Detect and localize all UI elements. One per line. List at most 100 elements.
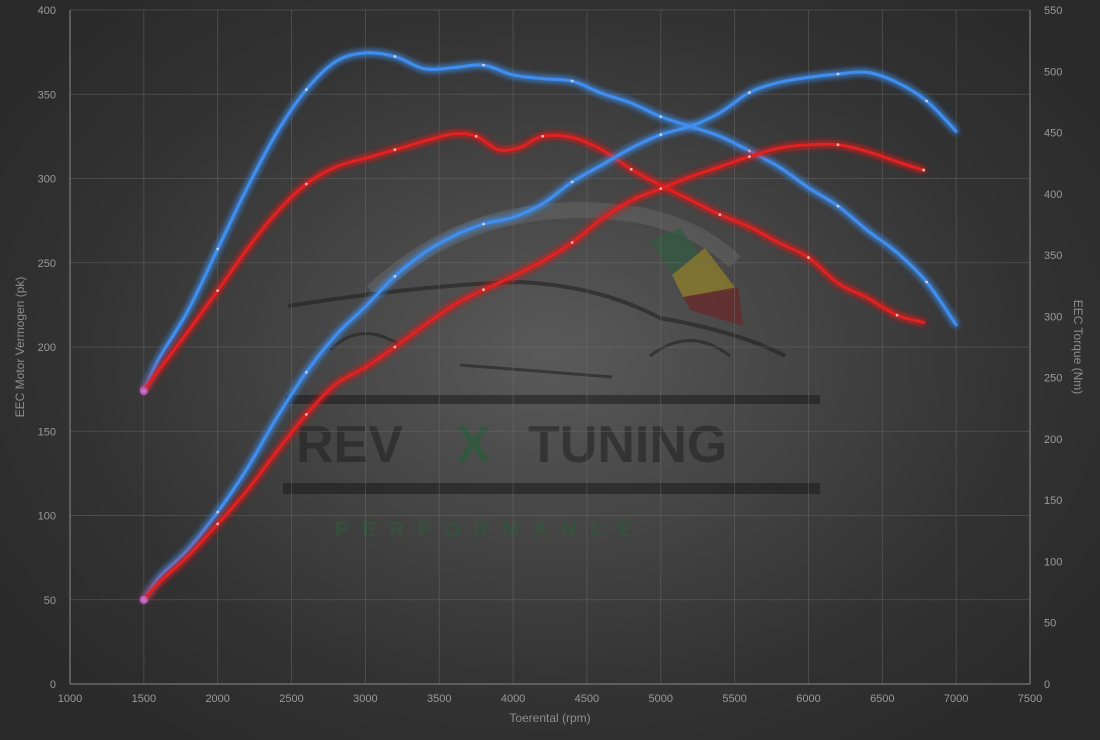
data-point <box>747 155 751 158</box>
data-point <box>304 88 308 92</box>
axes: 1000 1500 2000 2500 3000 3500 4000 4500 5000 5500… <box>38 5 1063 705</box>
series-lines <box>139 51 958 604</box>
data-point <box>659 115 663 119</box>
y-left-tick-label: 250 <box>38 258 56 270</box>
data-point <box>747 149 751 153</box>
y-right-tick-label: 150 <box>1044 495 1062 507</box>
x-tick-label: 5000 <box>649 693 673 705</box>
series-line <box>142 131 926 393</box>
y-right-tick-label: 350 <box>1044 250 1062 262</box>
data-point <box>393 274 397 278</box>
data-point <box>807 256 810 259</box>
y-right-tick-label: 50 <box>1044 618 1056 630</box>
x-axis-title: Toerental (rpm) <box>509 711 590 725</box>
series-1-red <box>139 131 926 396</box>
data-point <box>216 522 220 526</box>
series-line <box>142 70 958 602</box>
data-point <box>925 99 929 103</box>
x-tick-label: 2500 <box>279 693 303 705</box>
data-point <box>304 182 308 186</box>
data-point <box>570 180 574 184</box>
gauge-yellow-segment <box>672 248 737 297</box>
logo-tagline: PERFORMANCE <box>335 519 646 541</box>
x-tick-label: 7500 <box>1018 693 1042 705</box>
x-tick-label: 2000 <box>205 693 229 705</box>
data-point <box>629 167 633 171</box>
data-point <box>836 204 840 208</box>
data-point <box>718 213 722 217</box>
data-point <box>541 134 545 138</box>
x-tick-label: 6500 <box>870 693 894 705</box>
series-line <box>142 142 926 602</box>
data-point <box>474 134 478 138</box>
data-point <box>393 345 397 349</box>
data-point <box>922 168 926 172</box>
y-right-tick-label: 100 <box>1044 556 1062 568</box>
x-tick-label: 4000 <box>501 693 525 705</box>
car-silhouette-icon <box>287 279 786 358</box>
data-point <box>836 143 840 147</box>
data-point <box>216 247 220 251</box>
y-axis-right-title: EEC Torque (Nm) <box>1071 300 1085 394</box>
data-point <box>304 413 308 416</box>
data-point <box>216 510 220 514</box>
x-tick-label: 1500 <box>132 693 156 705</box>
data-point <box>304 370 308 374</box>
series-2-blue <box>139 70 958 604</box>
gauge-green-segment <box>650 228 705 275</box>
y-left-tick-label: 150 <box>38 426 56 438</box>
y-right-tick-label: 300 <box>1044 311 1062 323</box>
series-start-marker <box>139 387 148 396</box>
series-0-blue <box>139 51 958 394</box>
data-point <box>895 313 899 317</box>
series-line <box>142 51 958 392</box>
data-point <box>482 222 485 226</box>
y-right-tick-label: 250 <box>1044 373 1062 385</box>
logo-top-bar <box>285 395 820 404</box>
revx-tuning-watermark-logo: REV X TUNING PERFORMANCE <box>283 202 820 541</box>
x-tick-label: 6000 <box>796 693 820 705</box>
x-tick-label: 3500 <box>427 693 451 705</box>
data-point <box>393 148 397 152</box>
logo-brand-right: TUNING <box>528 416 727 474</box>
data-point <box>482 63 485 67</box>
logo-bottom-bar <box>283 483 820 494</box>
data-point <box>216 289 220 293</box>
data-point <box>659 133 663 137</box>
y-right-tick-label: 400 <box>1044 189 1062 201</box>
data-point <box>393 55 397 58</box>
y-right-tick-label: 500 <box>1044 66 1062 78</box>
gauge-red-segment <box>683 287 743 326</box>
y-left-tick-label: 350 <box>38 89 56 101</box>
x-tick-label: 7000 <box>944 693 968 705</box>
x-tick-label: 5500 <box>722 693 746 705</box>
x-tick-label: 1000 <box>58 693 82 705</box>
y-right-tick-label: 200 <box>1044 434 1062 446</box>
data-point <box>925 280 929 284</box>
y-left-tick-label: 0 <box>50 679 56 691</box>
data-point <box>570 241 574 244</box>
series-start-marker <box>139 595 148 604</box>
x-tick-label: 3000 <box>353 693 377 705</box>
y-right-tick-label: 550 <box>1044 5 1062 17</box>
data-point <box>836 72 840 76</box>
logo-brand-x: X <box>456 416 491 474</box>
data-point <box>482 288 485 292</box>
x-tick-label: 4500 <box>575 693 599 705</box>
car-sill-line <box>459 363 613 379</box>
logo-brand-left: REV <box>296 416 403 474</box>
data-point <box>747 91 751 94</box>
grid-lines <box>69 9 1031 685</box>
y-axis-left-title: EEC Motor Vermogen (pk) <box>13 277 27 418</box>
y-left-tick-label: 100 <box>38 511 56 523</box>
y-left-tick-label: 50 <box>44 595 56 607</box>
series-3-red <box>139 142 926 604</box>
data-point <box>570 79 574 83</box>
y-left-tick-label: 200 <box>38 342 56 354</box>
car-wheel-arch-icon <box>328 332 731 358</box>
y-left-tick-label: 300 <box>38 174 56 186</box>
y-left-tick-label: 400 <box>38 5 56 17</box>
data-point <box>659 187 663 191</box>
